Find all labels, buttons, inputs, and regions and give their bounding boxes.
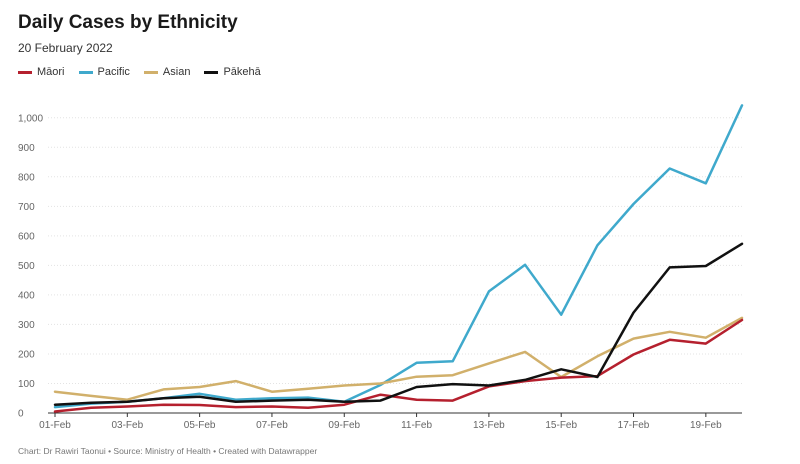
legend-item-maori: Māori xyxy=(18,66,65,78)
x-tick-label: 01-Feb xyxy=(39,420,71,431)
y-tick-label: 100 xyxy=(18,379,35,390)
series-line-pakeha xyxy=(53,242,744,406)
chart-legend: Māori Pacific Asian Pākehā xyxy=(18,66,275,78)
x-tick-label: 19-Feb xyxy=(690,420,722,431)
legend-swatch-maori xyxy=(18,70,32,74)
y-tick-label: 1,000 xyxy=(18,113,43,124)
legend-label-pacific: Pacific xyxy=(97,66,130,78)
x-tick-label: 09-Feb xyxy=(328,420,360,431)
x-tick-label: 07-Feb xyxy=(256,420,288,431)
chart-footer-credit: Chart: Dr Rawiri Taonui • Source: Minist… xyxy=(18,446,318,456)
y-tick-label: 900 xyxy=(18,143,35,154)
legend-swatch-asian xyxy=(143,70,158,74)
x-tick-label: 15-Feb xyxy=(545,420,577,431)
x-tick-label: 11-Feb xyxy=(401,420,432,431)
y-tick-label: 300 xyxy=(18,320,35,331)
series-line-asian xyxy=(53,316,744,401)
series-line-pacific xyxy=(53,104,744,409)
y-tick-label: 0 xyxy=(18,409,24,420)
y-tick-label: 400 xyxy=(18,290,35,301)
x-tick-label: 05-Feb xyxy=(184,420,216,431)
y-tick-label: 500 xyxy=(18,261,35,272)
y-tick-label: 700 xyxy=(18,202,35,213)
chart-title: Daily Cases by Ethnicity xyxy=(18,12,238,33)
x-tick-label: 13-Feb xyxy=(473,420,505,431)
legend-item-pacific: Pacific xyxy=(78,66,130,78)
y-tick-label: 200 xyxy=(18,349,35,360)
legend-label-asian: Asian xyxy=(162,66,191,78)
y-tick-label: 800 xyxy=(18,172,35,183)
axis-layer: 0 100 200 300 400 500 600 700 800 900 1,000 01-Feb 0… xyxy=(18,113,722,431)
legend-swatch-pacific xyxy=(78,70,93,74)
legend-swatch-pakeha xyxy=(204,70,219,74)
x-tick-label: 03-Feb xyxy=(111,420,143,431)
chart-subtitle: 20 February 2022 xyxy=(18,41,113,55)
legend-item-pakeha: Pākehā xyxy=(204,66,261,78)
legend-item-asian: Asian xyxy=(143,66,191,78)
y-tick-label: 600 xyxy=(18,231,35,242)
series-line-maori xyxy=(53,318,744,413)
series-layer xyxy=(53,104,744,413)
legend-label-maori: Māori xyxy=(37,66,65,78)
grid-layer xyxy=(48,117,742,414)
x-tick-label: 17-Feb xyxy=(618,420,650,431)
legend-label-pakeha: Pākehā xyxy=(223,66,261,78)
